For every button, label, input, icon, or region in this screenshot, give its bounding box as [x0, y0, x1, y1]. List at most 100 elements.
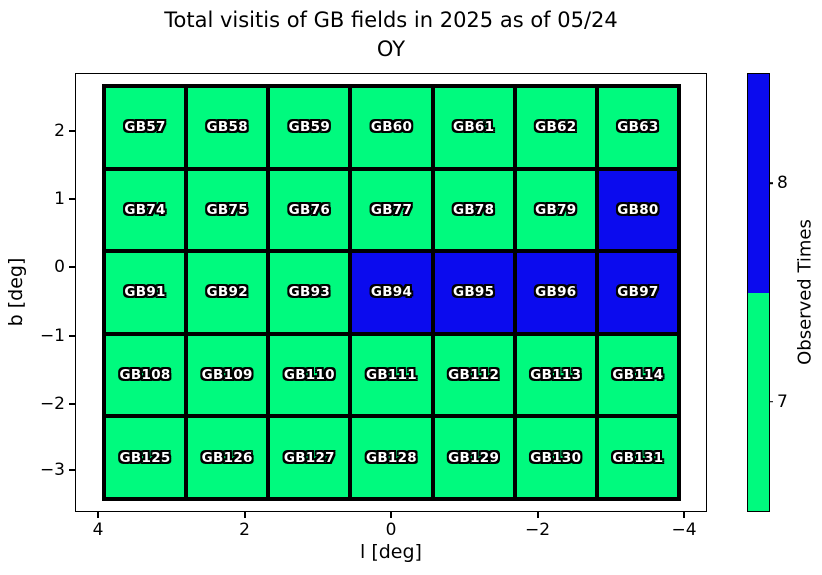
field-cell-label: GB80 — [617, 201, 659, 218]
y-tick-mark — [69, 335, 76, 337]
field-cell-label: GB57 — [124, 119, 166, 136]
x-tick-label: 0 — [385, 520, 397, 540]
field-cell-label: GB77 — [370, 201, 413, 218]
field-cell-gb91: GB91 — [106, 253, 185, 332]
field-cell-label: GB112 — [448, 367, 500, 384]
field-cell-gb97: GB97 — [598, 253, 677, 332]
field-cell-gb114: GB114 — [598, 335, 677, 415]
chart-title-line1: Total visitis of GB fields in 2025 as of… — [164, 8, 618, 32]
field-cell-gb130: GB130 — [516, 418, 595, 497]
x-axis-label: l [deg] — [360, 541, 422, 563]
field-cell-gb92: GB92 — [188, 253, 267, 332]
field-cell-gb59: GB59 — [270, 88, 349, 167]
field-cell-label: GB131 — [612, 449, 664, 466]
x-tick-mark — [683, 511, 685, 518]
field-cell-gb128: GB128 — [352, 418, 431, 497]
field-cell-gb127: GB127 — [270, 418, 349, 497]
y-tick-label: 2 — [54, 121, 65, 141]
field-cell-gb125: GB125 — [106, 418, 185, 497]
y-axis-label: b [deg] — [5, 257, 27, 327]
field-cell-gb93: GB93 — [270, 253, 349, 332]
field-cell-label: GB130 — [530, 449, 582, 466]
plot-area: GB57 GB58 GB59 GB60 GB61 GB62 GB63 GB74 GB75 GB76… — [40, 73, 707, 540]
x-tick-label: 4 — [92, 520, 104, 540]
field-cell-gb77: GB77 — [352, 170, 431, 250]
colorbar-tick-label: 7 — [777, 391, 788, 412]
field-cell-label: GB108 — [119, 367, 171, 384]
field-grid: GB57 GB58 GB59 GB60 GB61 GB62 GB63 GB74 GB75 GB76… — [102, 84, 681, 501]
field-cell-gb63: GB63 — [598, 88, 677, 167]
field-cell-label: GB74 — [124, 201, 166, 218]
field-cell-label: GB93 — [288, 284, 331, 301]
field-cell-label: GB113 — [530, 367, 582, 384]
x-tick-label: −2 — [524, 520, 551, 540]
x-tick-mark — [97, 511, 99, 518]
field-cell-label: GB58 — [206, 119, 248, 136]
field-cell-gb129: GB129 — [434, 418, 513, 497]
y-tick-label: 1 — [54, 189, 65, 209]
colorbar-tick-label: 8 — [777, 173, 788, 194]
field-cell-label: GB114 — [612, 367, 664, 384]
y-tick-mark — [69, 198, 76, 200]
field-cell-gb108: GB108 — [106, 335, 185, 415]
field-cell-gb57: GB57 — [106, 88, 185, 167]
y-tick-label: −3 — [39, 460, 65, 480]
field-cell-label: GB129 — [448, 449, 500, 466]
field-cell-label: GB76 — [288, 201, 331, 218]
field-cell-gb96: GB96 — [516, 253, 595, 332]
x-tick-label: 2 — [239, 520, 250, 540]
field-cell-gb60: GB60 — [352, 88, 431, 167]
field-cell-gb78: GB78 — [434, 170, 513, 250]
field-cell-label: GB63 — [617, 119, 659, 136]
field-cell-label: GB126 — [201, 449, 253, 466]
field-cell-gb111: GB111 — [352, 335, 431, 415]
field-cell-label: GB96 — [535, 284, 577, 301]
field-cell-gb110: GB110 — [270, 335, 349, 415]
y-tick-mark — [69, 403, 76, 405]
field-cell-label: GB97 — [617, 284, 659, 301]
y-tick-mark — [69, 469, 76, 471]
x-tick-mark — [390, 511, 392, 518]
y-tick-label: 0 — [54, 257, 65, 277]
field-cell-label: GB61 — [452, 119, 495, 136]
colorbar-tick-mark — [769, 182, 773, 185]
field-cell-gb80: GB80 — [598, 170, 677, 250]
field-cell-label: GB125 — [119, 449, 171, 466]
colorbar-label: Observed Times — [794, 219, 816, 365]
colorbar: 8 7 — [747, 73, 788, 512]
colorbar-segment-7 — [748, 292, 769, 511]
chart-title-line2: OY — [376, 37, 406, 61]
field-cell-gb112: GB112 — [434, 335, 513, 415]
field-cell-label: GB59 — [288, 119, 331, 136]
field-cell-gb126: GB126 — [188, 418, 267, 497]
field-cell-gb131: GB131 — [598, 418, 677, 497]
field-cell-label: GB109 — [201, 367, 253, 384]
field-cell-label: GB95 — [452, 284, 495, 301]
field-cell-gb74: GB74 — [106, 170, 185, 250]
x-tick-mark — [536, 511, 539, 518]
field-cell-gb113: GB113 — [516, 335, 595, 415]
colorbar-tick-mark — [769, 400, 773, 403]
field-cell-gb79: GB79 — [516, 170, 595, 250]
field-cell-label: GB94 — [370, 284, 413, 301]
field-cell-gb94: GB94 — [352, 253, 431, 332]
field-cell-label: GB62 — [535, 119, 577, 136]
x-tick-label: −4 — [671, 520, 697, 540]
chart-title: Total visitis of GB fields in 2025 as of… — [75, 6, 707, 64]
field-cell-gb61: GB61 — [434, 88, 513, 167]
y-tick-label: −1 — [39, 326, 65, 346]
y-tick-label: −2 — [39, 394, 65, 414]
field-cell-gb109: GB109 — [188, 335, 267, 415]
x-tick-mark — [243, 511, 246, 518]
field-cell-label: GB127 — [283, 449, 335, 466]
y-tick-mark — [69, 266, 76, 268]
field-cell-gb76: GB76 — [270, 170, 349, 250]
colorbar-segment-8 — [748, 74, 769, 293]
field-cell-label: GB128 — [365, 449, 418, 466]
field-cell-gb95: GB95 — [434, 253, 513, 332]
field-cell-label: GB92 — [206, 284, 248, 301]
field-cell-label: GB75 — [206, 201, 248, 218]
y-tick-mark — [69, 130, 76, 132]
field-cell-label: GB91 — [124, 284, 166, 301]
